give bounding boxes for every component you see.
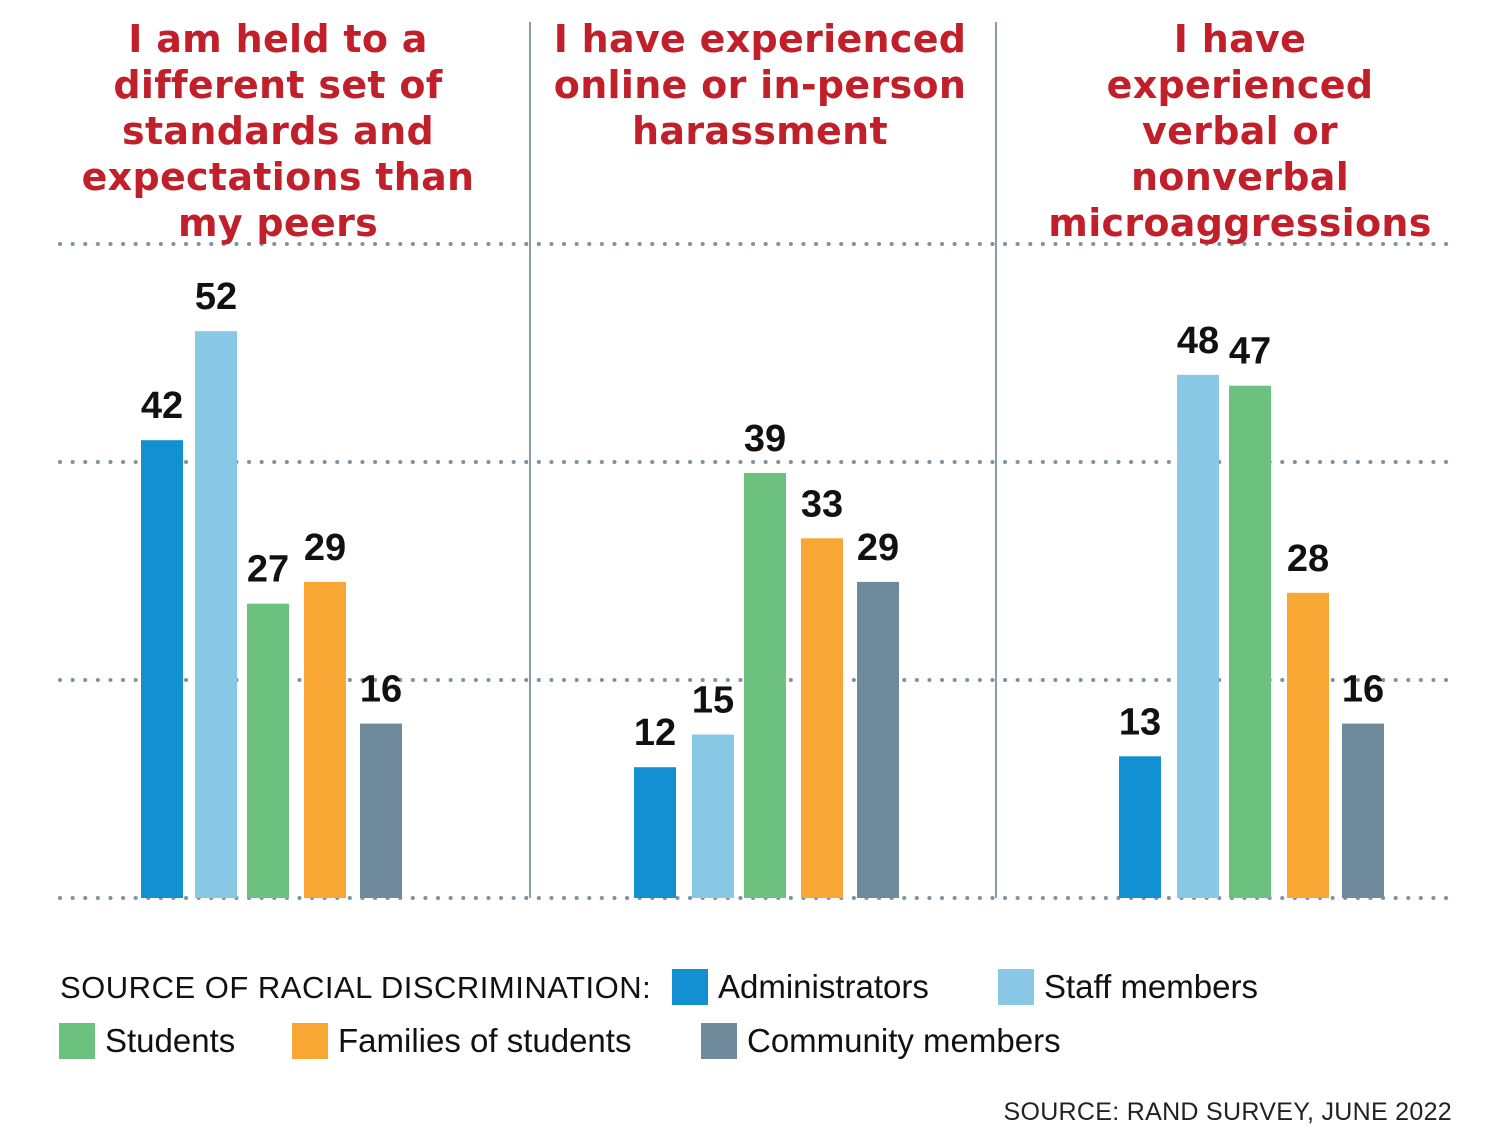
legend-title: SOURCE OF RACIAL DISCRIMINATION:	[60, 970, 652, 1005]
legend-swatch-students	[59, 1023, 95, 1059]
legend-swatch-administrators	[672, 969, 708, 1005]
legend-item-families: Families of students	[292, 1022, 631, 1060]
bar-administrators-panel-2	[634, 767, 676, 898]
panel-title-standards: I am held to a different set of standard…	[81, 17, 475, 245]
value-label-families-of-students-panel-3: 28	[1287, 538, 1329, 580]
bar-community-members-panel-1	[360, 723, 402, 898]
bar-families-of-students-panel-3	[1287, 592, 1329, 898]
value-label-administrators-panel-3: 13	[1119, 701, 1161, 743]
value-label-administrators-panel-2: 12	[634, 712, 676, 754]
bar-staff-members-panel-1	[195, 331, 237, 898]
bar-families-of-students-panel-1	[304, 581, 346, 898]
bar-staff-members-panel-2	[692, 734, 734, 898]
value-labels: 42 12 13 52 15 48 27 39 47 29 33 28 16 29 16	[141, 276, 1384, 754]
panel-dividers	[529, 22, 997, 898]
bar-staff-members-panel-3	[1177, 374, 1219, 898]
legend-item-community-members: Community members	[701, 1022, 1061, 1060]
value-label-community-members-panel-1: 16	[360, 669, 402, 711]
bar-administrators-panel-1	[141, 440, 183, 898]
legend-swatch-staff-members	[998, 969, 1034, 1005]
legend-label: Families of students	[338, 1022, 632, 1059]
source-note: SOURCE: RAND SURVEY, JUNE 2022	[1003, 1098, 1452, 1126]
bar-community-members-panel-2	[857, 581, 899, 898]
value-label-staff-members-panel-3: 48	[1177, 320, 1219, 362]
value-label-staff-members-panel-2: 15	[692, 680, 734, 722]
legend-label: Students	[105, 1022, 236, 1059]
value-label-students-panel-3: 47	[1229, 331, 1271, 373]
panel-title-microaggressions: I have experienced verbal or nonverbal m…	[1048, 17, 1432, 245]
panel-title-harassment: I have experienced online or in-person h…	[553, 17, 967, 153]
legend-item-staff-members: Staff members	[998, 968, 1258, 1006]
value-label-students-panel-2: 39	[744, 418, 786, 460]
bar-students-panel-1	[247, 603, 289, 898]
value-label-students-panel-1: 27	[247, 549, 289, 591]
value-label-families-of-students-panel-2: 33	[801, 483, 843, 525]
legend-item-students: Students	[59, 1022, 235, 1060]
legend-swatch-families	[292, 1023, 328, 1059]
value-label-community-members-panel-3: 16	[1342, 669, 1384, 711]
bar-families-of-students-panel-2	[801, 538, 843, 898]
legend-label: Staff members	[1044, 968, 1258, 1005]
value-label-families-of-students-panel-1: 29	[304, 527, 346, 569]
legend-item-administrators: Administrators	[672, 968, 929, 1006]
legend-label: Administrators	[718, 968, 929, 1005]
bar-administrators-panel-3	[1119, 756, 1161, 898]
value-label-community-members-panel-2: 29	[857, 527, 899, 569]
bar-students-panel-3	[1229, 385, 1271, 898]
bar-community-members-panel-3	[1342, 723, 1384, 898]
legend-label: Community members	[747, 1022, 1061, 1059]
bars	[141, 331, 1384, 898]
value-label-administrators-panel-1: 42	[141, 385, 183, 427]
bar-students-panel-2	[744, 472, 786, 898]
legend-swatch-community-members	[701, 1023, 737, 1059]
value-label-staff-members-panel-1: 52	[195, 276, 237, 318]
